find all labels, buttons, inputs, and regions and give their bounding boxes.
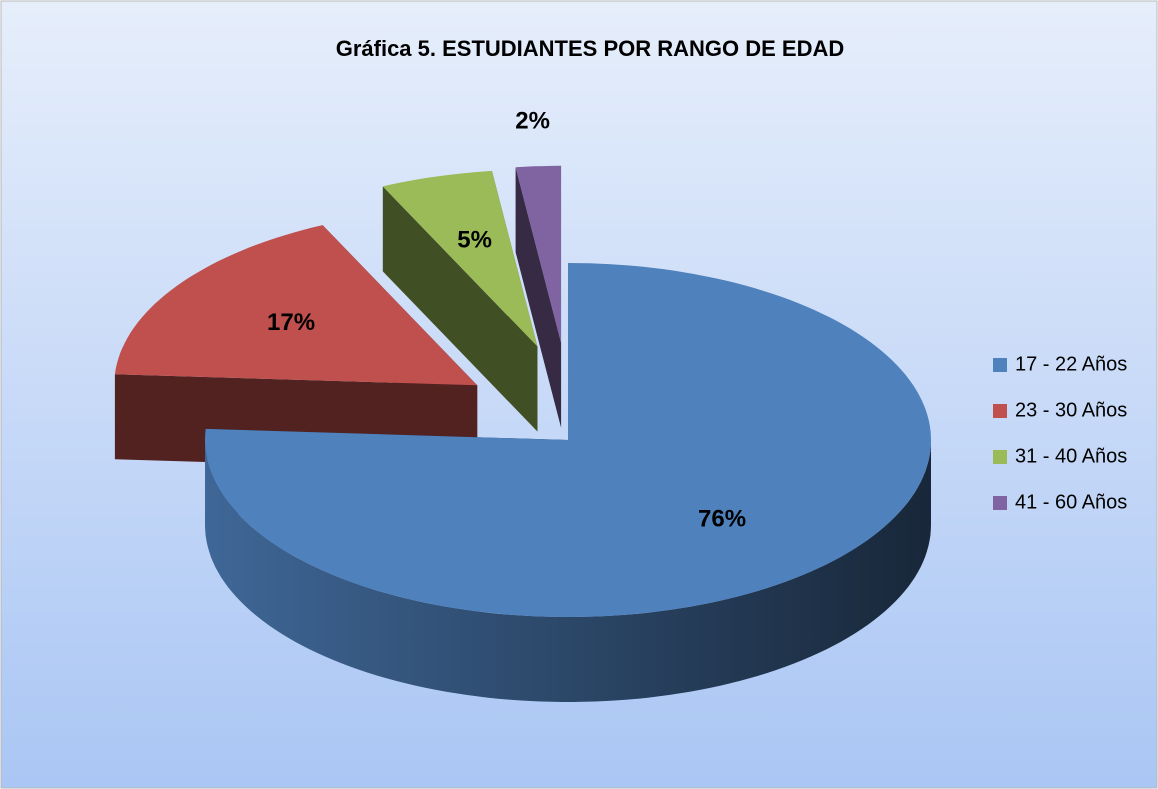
legend-swatch	[993, 358, 1007, 372]
data-label: 76%	[698, 505, 746, 532]
legend-swatch	[993, 404, 1007, 418]
legend-swatch	[993, 496, 1007, 510]
legend-swatch	[993, 450, 1007, 464]
data-label: 17%	[267, 309, 315, 336]
data-label: 5%	[457, 226, 492, 253]
slice-side	[205, 440, 931, 702]
legend-label: 17 - 22 Años	[1015, 353, 1127, 375]
data-label: 2%	[515, 107, 550, 134]
legend-label: 23 - 30 Años	[1015, 399, 1127, 421]
slice-side	[515, 167, 562, 428]
slice	[382, 170, 538, 347]
pie: 76% 17% 5% 2%	[114, 107, 931, 702]
legend-label: 31 - 40 Años	[1015, 445, 1127, 467]
legend-label: 41 - 60 Años	[1015, 491, 1127, 513]
slice-side	[382, 186, 538, 432]
slice	[205, 263, 931, 617]
legend: 17 - 22 Años 23 - 30 Años 31 - 40 Años 41 -…	[993, 353, 1127, 513]
slice	[515, 165, 562, 343]
slice	[114, 225, 478, 386]
chart-title: Gráfica 5. ESTUDIANTES POR RANGO DE EDAD	[336, 36, 845, 61]
